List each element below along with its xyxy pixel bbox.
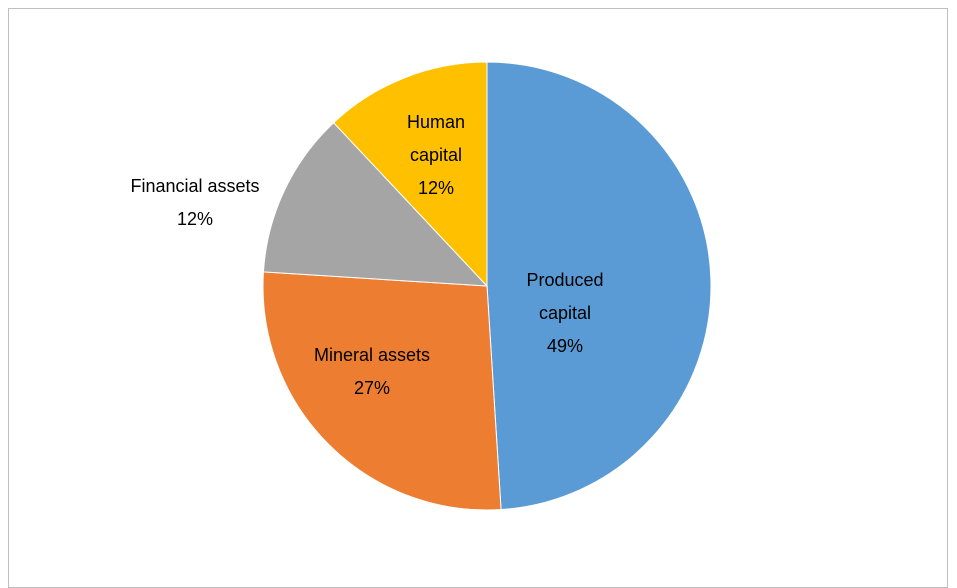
slice-name: Financial assets xyxy=(130,176,260,196)
slice-value: 12% xyxy=(176,209,214,229)
slice-value: 49% xyxy=(546,336,584,356)
slice-value: 12% xyxy=(417,178,455,198)
pie-slice xyxy=(486,61,712,511)
slice-name: Produced capital xyxy=(526,270,604,323)
data-label: Human capital 12% xyxy=(391,106,481,205)
pie-slice xyxy=(262,271,502,511)
data-label: Financial assets 12% xyxy=(85,170,305,236)
data-label: Produced capital 49% xyxy=(510,264,620,363)
pie-slice xyxy=(332,61,488,288)
slice-name: Mineral assets xyxy=(313,345,431,365)
pie-slice xyxy=(262,122,489,287)
slice-name: Human capital xyxy=(406,112,466,165)
data-label: Mineral assets 27% xyxy=(262,339,482,405)
slice-value: 27% xyxy=(353,378,391,398)
